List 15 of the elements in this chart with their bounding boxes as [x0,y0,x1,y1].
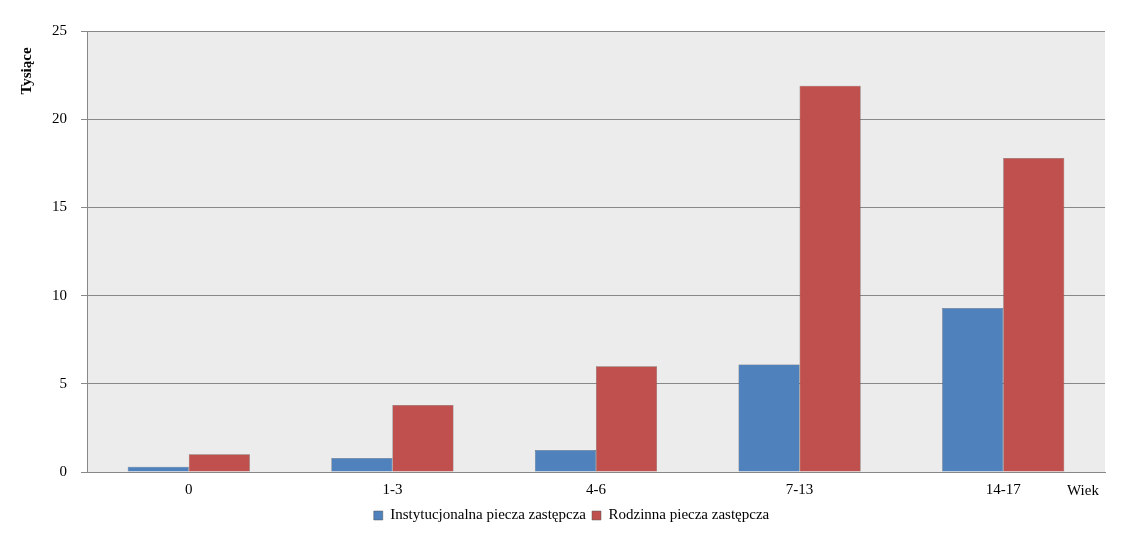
y-axis-title: Tysiące [17,47,34,95]
y-tick-label: 25 [52,21,67,38]
legend-label: Instytucjonalna piecza zastępcza [390,506,587,523]
y-tick-label: 0 [59,462,67,479]
x-tick-label: 4-6 [586,480,607,497]
legend-label: Rodzinna piecza zastępcza [608,506,770,523]
x-tick-label: 14-17 [985,480,1022,497]
y-tick-label: 10 [52,286,67,303]
x-tick-label: 1-3 [382,480,403,497]
x-tick-label: 0 [185,480,193,497]
y-tick-label: 5 [59,374,67,391]
x-axis-title: Wiek [1067,481,1100,498]
y-tick-label: 15 [52,198,67,215]
y-tick-label: 20 [52,110,67,127]
x-tick-label: 7-13 [785,480,814,497]
